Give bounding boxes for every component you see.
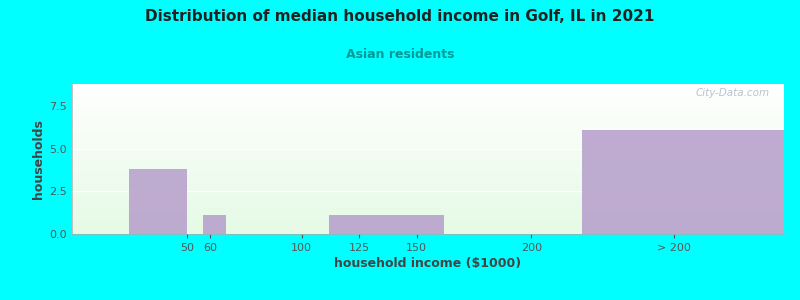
Bar xyxy=(130,169,187,234)
Text: Distribution of median household income in Golf, IL in 2021: Distribution of median household income … xyxy=(146,9,654,24)
Text: City-Data.com: City-Data.com xyxy=(696,88,770,98)
Bar xyxy=(203,215,226,234)
X-axis label: household income ($1000): household income ($1000) xyxy=(334,257,522,270)
Text: Asian residents: Asian residents xyxy=(346,48,454,61)
Y-axis label: households: households xyxy=(32,119,46,199)
Bar xyxy=(330,215,386,234)
Bar xyxy=(582,130,784,234)
Bar xyxy=(386,215,444,234)
